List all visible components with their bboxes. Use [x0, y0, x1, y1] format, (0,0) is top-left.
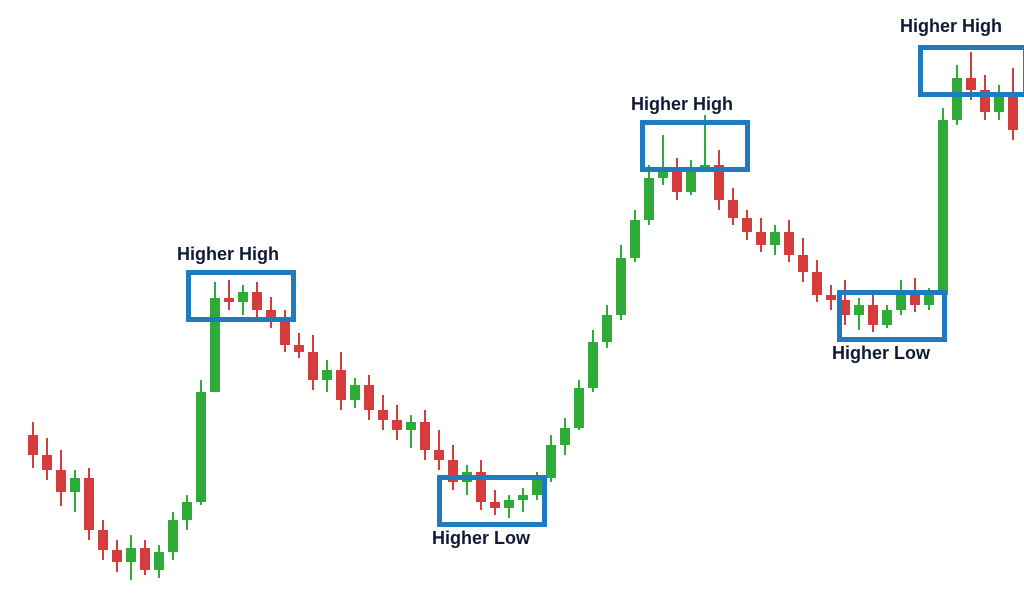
candle-body	[546, 445, 556, 478]
candle-body	[770, 232, 780, 245]
candle-body	[798, 255, 808, 272]
candle-body	[56, 470, 66, 492]
candlestick-chart: Higher High Higher Low Higher High Higher L…	[0, 0, 1024, 614]
candle-body	[154, 552, 164, 570]
candle-body	[658, 172, 668, 178]
annotation-box	[186, 270, 296, 322]
candle-body	[364, 385, 374, 410]
candle-body	[630, 220, 640, 258]
candle-body	[308, 352, 318, 380]
candle-body	[938, 120, 948, 295]
candle-body	[826, 295, 836, 300]
candle-body	[644, 178, 654, 220]
annotation-label: Higher Low	[832, 343, 930, 364]
annotation-label: Higher Low	[432, 528, 530, 549]
candle-body	[434, 450, 444, 460]
candle-body	[672, 172, 682, 192]
candle-body	[994, 95, 1004, 112]
candle-body	[168, 520, 178, 552]
candle-wick	[410, 415, 412, 448]
annotation-box	[437, 475, 547, 527]
candle-body	[196, 392, 206, 502]
candle-body	[126, 548, 136, 562]
candle-body	[784, 232, 794, 255]
candle-body	[616, 258, 626, 315]
candle-body	[84, 478, 94, 530]
candle-body	[574, 388, 584, 428]
candle-body	[294, 345, 304, 352]
annotation-box	[837, 290, 947, 342]
candle-body	[392, 420, 402, 430]
annotation-label: Higher High	[631, 94, 733, 115]
candle-body	[182, 502, 192, 520]
candle-body	[812, 272, 822, 295]
candle-body	[742, 218, 752, 232]
candle-body	[140, 548, 150, 570]
candle-body	[728, 200, 738, 218]
candle-body	[28, 435, 38, 455]
candle-body	[378, 410, 388, 420]
candle-body	[420, 422, 430, 450]
candle-body	[350, 385, 360, 400]
candle-body	[42, 455, 52, 470]
candle-body	[602, 315, 612, 342]
candle-body	[70, 478, 80, 492]
candle-body	[98, 530, 108, 550]
candle-body	[322, 370, 332, 380]
candle-body	[588, 342, 598, 388]
annotation-label: Higher High	[177, 244, 279, 265]
candle-body	[1008, 95, 1018, 130]
annotation-box	[918, 45, 1024, 97]
candle-body	[560, 428, 570, 445]
candle-body	[112, 550, 122, 562]
candle-body	[756, 232, 766, 245]
candle-body	[406, 422, 416, 430]
candle-body	[280, 318, 290, 345]
candle-body	[336, 370, 346, 400]
annotation-box	[640, 120, 750, 172]
annotation-label: Higher High	[900, 16, 1002, 37]
